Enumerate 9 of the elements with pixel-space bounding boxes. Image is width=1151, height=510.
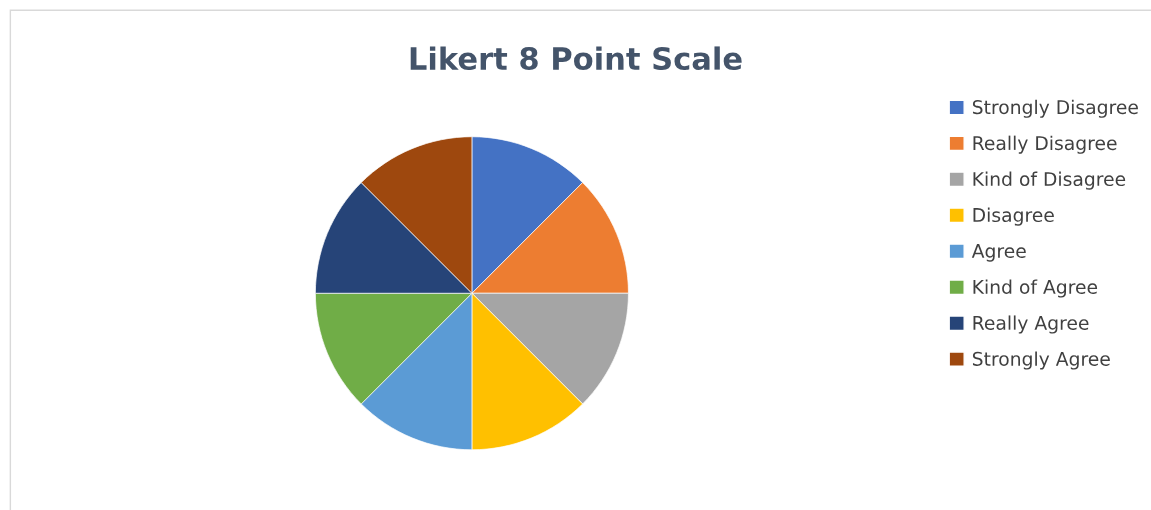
chart-title: Likert 8 Point Scale [410, 46, 742, 71]
legend-label: Strongly Agree [972, 351, 1110, 370]
legend-label: Disagree [973, 207, 1054, 226]
legend-label: Really Agree [973, 315, 1089, 334]
legend-label: Kind of Agree [973, 279, 1098, 298]
legend-label: Strongly Disagree [972, 99, 1138, 118]
legend-label: Kind of Disagree [973, 171, 1126, 190]
legend-label: Really Disagree [973, 135, 1117, 154]
legend-label: Agree [971, 244, 1026, 262]
